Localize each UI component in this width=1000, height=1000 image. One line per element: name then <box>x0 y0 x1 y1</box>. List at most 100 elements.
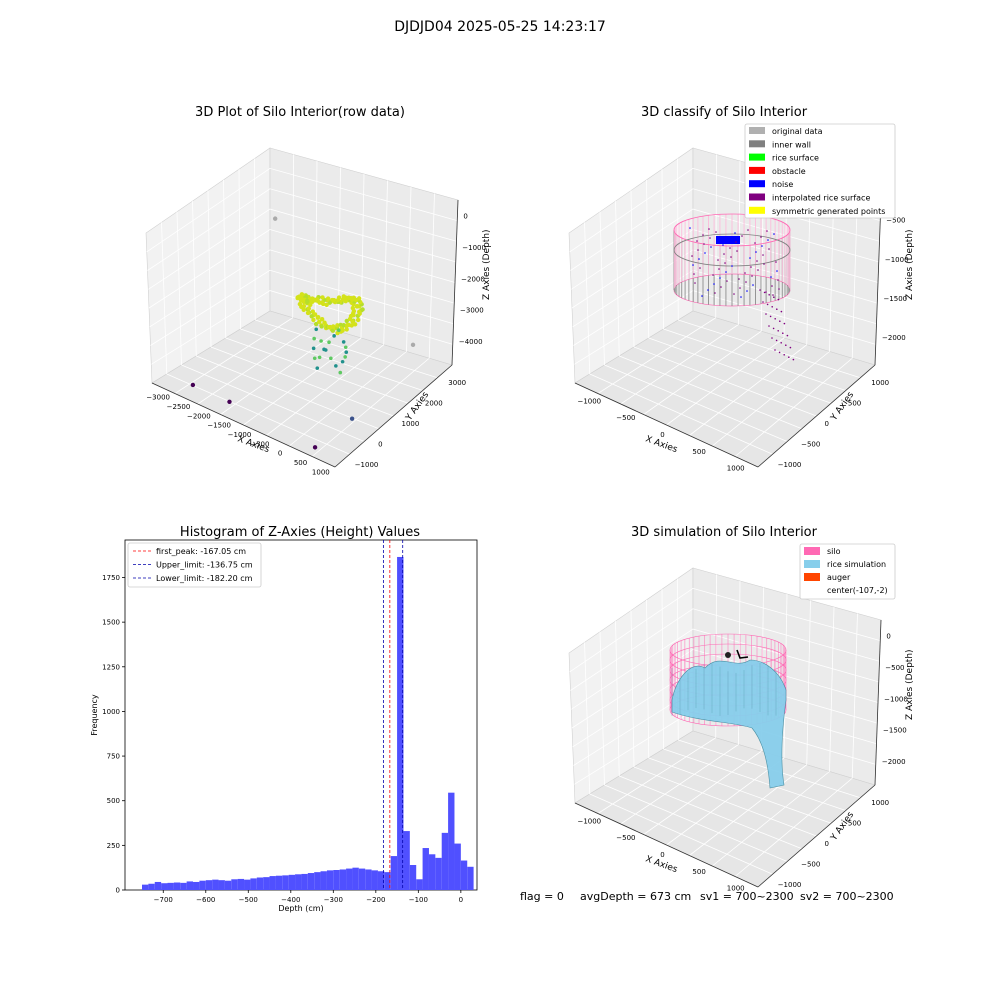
grid-line <box>151 290 453 365</box>
y-tick-label: 1250 <box>102 663 120 671</box>
interpolated-point <box>772 327 775 330</box>
raw-point <box>301 303 307 309</box>
y-tick-label: 500 <box>848 400 861 408</box>
legend-swatch <box>749 193 765 201</box>
histogram-bar <box>352 867 359 890</box>
raw-point <box>324 302 329 308</box>
z-tick-label: 0 <box>463 213 467 221</box>
raw-point <box>305 300 310 305</box>
y-tick-label: −1000 <box>355 461 379 469</box>
x-tick-label: 500 <box>692 868 705 876</box>
legend-label: center(-107,-2) <box>827 586 888 595</box>
histogram-bar <box>320 871 327 890</box>
grid-line <box>428 193 435 359</box>
raw-point <box>314 327 319 332</box>
grid-line <box>648 757 832 824</box>
classified-point <box>755 251 757 253</box>
histogram-bar <box>148 883 155 890</box>
x-axis-line <box>574 802 759 888</box>
interpolated-point <box>763 291 766 294</box>
interpolated-point <box>777 298 780 301</box>
grid-line <box>148 229 456 309</box>
raw-point <box>323 348 328 352</box>
raw-plot-ticks: −3000−2500−2000−1500−1000−50005001000−10… <box>146 213 486 477</box>
classified-point <box>735 241 737 243</box>
raw-point <box>319 317 325 322</box>
grid-line <box>711 771 830 867</box>
classified-point <box>720 286 722 288</box>
raw-plot-points <box>190 216 416 450</box>
grid-line <box>571 208 879 290</box>
interpolated-point <box>780 310 783 313</box>
panel-classify-3d: 3D classify of Silo Interior −1000 −500 0 5… <box>568 105 915 473</box>
grid-line <box>406 186 412 352</box>
classified-point <box>707 289 709 291</box>
z-tick-label: −1000 <box>885 256 909 264</box>
raw-point <box>298 298 304 303</box>
grid-line <box>254 158 256 321</box>
classified-point <box>692 264 694 266</box>
histogram-y-label: Frequency <box>90 694 99 736</box>
classified-point <box>691 255 693 257</box>
x-tick-label: 0 <box>278 450 282 458</box>
y-tick-label: 1000 <box>402 420 420 428</box>
x-tick-label: 1000 <box>727 465 745 473</box>
interpolated-point <box>778 351 781 354</box>
histogram-bar <box>326 870 334 890</box>
z-tick-label: −1500 <box>883 295 907 303</box>
raw-point <box>312 356 317 361</box>
legend-swatch <box>749 180 765 188</box>
histogram-bar <box>167 882 174 890</box>
classified-point <box>708 228 710 230</box>
grid-line <box>288 351 407 447</box>
x-tick-label: −2000 <box>187 412 211 420</box>
y-tick-label: 2000 <box>425 400 443 408</box>
grid-line <box>149 249 455 328</box>
histogram-frame <box>124 539 478 891</box>
histogram-bar <box>161 883 168 890</box>
classified-point <box>766 230 768 232</box>
grid-line <box>689 764 807 856</box>
x-tick-label: −500 <box>239 896 258 904</box>
simulation-plot-silo-cylinder <box>669 633 787 789</box>
classified-point <box>736 250 738 252</box>
grid-line <box>383 180 388 345</box>
classified-point <box>696 240 698 242</box>
legend-swatch <box>749 127 765 134</box>
interpolated-point <box>775 339 778 342</box>
classified-point <box>747 229 749 231</box>
histogram-bar <box>295 874 302 890</box>
classify-legend: original data inner wall rice surface obsta… <box>744 123 896 219</box>
classified-point <box>719 277 721 279</box>
histogram-ticks: −700 −600 −500 −400 −300 −200 −100 0 0 250 500 750 1… <box>102 574 463 904</box>
grid-line <box>663 328 846 391</box>
raw-point <box>341 323 346 328</box>
interpolated-point <box>768 294 770 296</box>
histogram-bar <box>154 881 162 890</box>
z-tick-label: −1500 <box>883 727 907 735</box>
classified-point <box>767 239 769 241</box>
raw-point <box>335 323 340 328</box>
grid-line <box>571 628 879 710</box>
raw-outlier-point <box>190 382 196 388</box>
histogram-x-label: Depth (cm) <box>278 904 323 913</box>
panel-histogram: Histogram of Z-Axies (Height) Values −70… <box>90 525 478 913</box>
y-tick-label: 0 <box>825 840 829 848</box>
raw-point <box>329 356 333 361</box>
interpolated-point <box>782 332 784 335</box>
legend-label: obstacle <box>772 167 806 176</box>
x-tick-label: −1500 <box>207 422 231 430</box>
simulation-legend: silo rice simulation auger center(-107,-2) <box>799 543 896 600</box>
z-axis-line <box>874 199 882 366</box>
grid-line <box>266 344 384 436</box>
histogram-bar <box>231 879 238 890</box>
grid-line <box>661 169 664 330</box>
classify-plot-z-label: Z Axies (Depth) <box>905 229 915 300</box>
raw-point <box>330 328 336 333</box>
classified-point <box>731 265 733 267</box>
x-tick-label: 0 <box>660 431 664 439</box>
interpolated-point <box>771 306 773 308</box>
legend-label: first_peak: -167.05 cm <box>156 547 246 556</box>
histogram-reference-lines <box>382 540 404 890</box>
classified-point <box>689 227 691 229</box>
